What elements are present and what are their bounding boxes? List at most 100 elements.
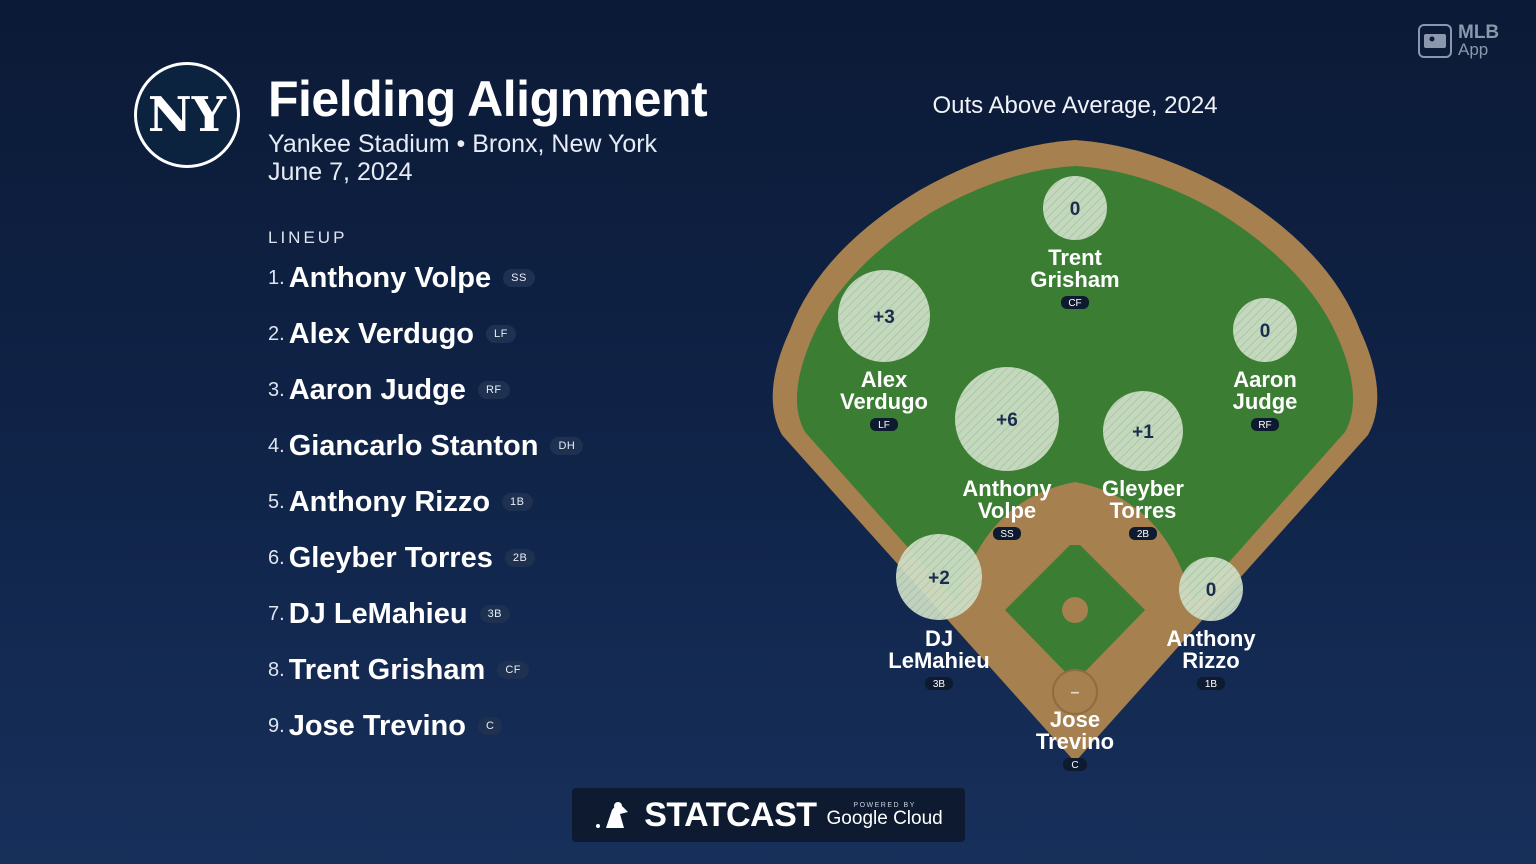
lineup-number: 7. [268,602,285,625]
player-last-name: Rizzo [1182,648,1239,673]
player-marker-ss: +6 Anthony Volpe SS [955,367,1059,540]
player-marker-1b: 0 Anthony Rizzo 1B [1166,557,1256,690]
lineup-number: 4. [268,434,285,457]
lineup-player-name: DJ LeMahieu [288,597,468,630]
player-first-name: Alex [861,367,908,392]
player-marker-2b: +1 Gleyber Torres 2B [1102,391,1184,540]
google-cloud-wordmark: Google Cloud [826,808,943,829]
lineup-player-name: Trent Grisham [288,653,486,686]
position-badge: 2B [504,549,536,567]
lineup-number: 6. [268,546,285,569]
statcast-wordmark: STATCAST [644,795,817,834]
player-first-name: Gleyber [1102,476,1184,501]
mlb-app-line1: MLB [1458,22,1500,43]
game-date: June 7, 2024 [268,158,413,186]
lineup-player-name: Gleyber Torres [288,541,493,574]
lineup-number: 9. [268,714,285,737]
player-marker-c: – Jose Trevino C [1036,684,1114,771]
player-position: 1B [1205,679,1218,690]
home-plate-area [1053,670,1097,714]
player-last-name: Judge [1233,389,1298,414]
second-base [1070,535,1080,545]
lineup-row: 7. DJ LeMahieu 3B [268,594,511,634]
lineup-player-name: Giancarlo Stanton [288,429,539,462]
player-position: 3B [933,679,946,690]
field-title: Outs Above Average, 2024 [932,92,1218,119]
lineup-row: 2. Alex Verdugo LF [268,314,516,354]
lineup-number: 2. [268,322,285,345]
lineup-player-name: Jose Trevino [288,709,466,742]
position-badge: 3B [479,605,511,623]
oaa-bubble [1179,557,1243,621]
player-marker-cf: 0 Trent Grisham CF [1030,176,1120,309]
position-badge: 1B [502,493,533,511]
lineup-player-name: Alex Verdugo [288,317,475,350]
page-title: Fielding Alignment [268,71,708,127]
position-badge: DH [550,437,584,455]
player-last-name: Volpe [978,498,1036,523]
position-badge: LF [486,325,516,343]
player-first-name: Anthony [962,476,1052,501]
oaa-bubble [1043,176,1107,240]
lineup-player-name: Anthony Volpe [288,261,492,294]
player-marker-3b: +2 DJ LeMahieu 3B [888,534,990,690]
lineup-number: 1. [268,266,285,289]
powered-by-label: POWERED BY [853,802,916,809]
lineup-player-name: Aaron Judge [288,373,466,406]
oaa-bubble [955,367,1059,471]
mlb-batter-icon [596,802,629,828]
lineup-row: 6. Gleyber Torres 2B [268,538,536,578]
lineup-row: 4. Giancarlo Stanton DH [268,426,584,466]
oaa-bubble [838,270,930,362]
player-marker-rf: 0 Aaron Judge RF [1233,298,1298,431]
oaa-value: 0 [1206,580,1217,601]
player-position: 2B [1137,529,1150,540]
player-last-name: Verdugo [840,389,928,414]
player-last-name: Grisham [1030,267,1119,292]
position-badge: RF [477,381,510,399]
player-position: C [1071,760,1078,771]
oaa-bubble [896,534,982,620]
player-first-name: Jose [1050,707,1100,732]
player-first-name: Trent [1048,245,1102,270]
position-badge: C [478,717,503,735]
mlb-app-line2: App [1458,40,1489,59]
mlb-logo-icon [1418,24,1452,58]
lineup-number: 8. [268,658,285,681]
lineup-number: 3. [268,378,285,401]
player-last-name: Torres [1110,498,1177,523]
oaa-value: – [1071,684,1080,701]
player-marker-lf: +3 Alex Verdugo LF [838,270,930,431]
player-last-name: Trevino [1036,729,1114,754]
player-position: CF [1068,298,1081,309]
lineup-row: 5. Anthony Rizzo 1B [268,482,533,522]
svg-text:NY: NY [148,87,227,143]
lineup-row: 9. Jose Trevino C [268,706,503,746]
yankees-logo: NY [134,62,240,168]
oaa-value: +6 [996,410,1018,431]
player-first-name: Aaron [1233,367,1297,392]
position-badge: CF [497,661,529,679]
statcast-branding: STATCAST POWERED BY Google Cloud [572,788,965,842]
oaa-value: 0 [1070,199,1081,220]
outfield-grass [796,166,1354,735]
oaa-value: 0 [1260,321,1271,342]
lineup-row: 3. Aaron Judge RF [268,370,510,410]
venue-subtitle: Yankee Stadium • Bronx, New York [268,130,658,158]
mlb-app-logo: MLB App [1418,22,1500,59]
player-first-name: DJ [925,626,953,651]
player-last-name: LeMahieu [888,648,989,673]
player-first-name: Anthony [1166,626,1256,651]
pitchers-mound [1062,597,1088,623]
oaa-bubble [1233,298,1297,362]
lineup-number: 5. [268,490,285,513]
oaa-value: +3 [873,307,895,328]
lineup-row: 1. Anthony Volpe SS [268,258,535,298]
oaa-value: +1 [1132,422,1154,443]
oaa-bubble [1103,391,1183,471]
lineup-player-name: Anthony Rizzo [288,485,491,518]
lineup-row: 8. Trent Grisham CF [268,650,529,690]
player-position: RF [1258,420,1271,431]
lineup-heading: LINEUP [268,228,348,247]
